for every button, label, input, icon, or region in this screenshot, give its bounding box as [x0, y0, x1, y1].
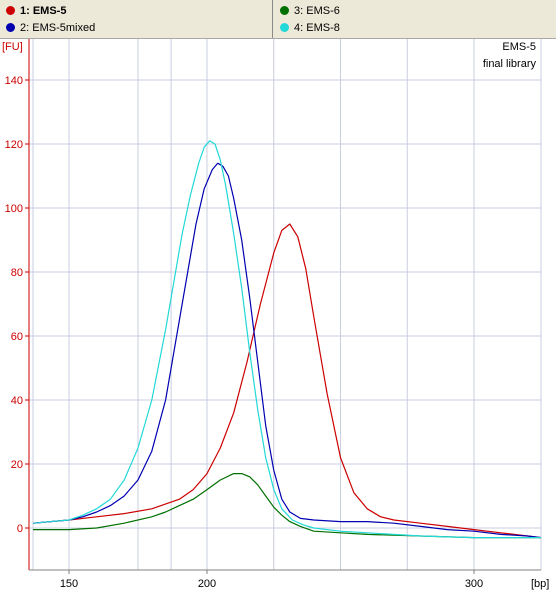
chart-legend: 1: EMS-5 2: EMS-5mixed 3: EMS-6 4: EMS-8: [0, 0, 556, 39]
series-lines: [32, 140, 542, 539]
y-axis-label: [FU]: [2, 41, 23, 53]
y-tick-label: 140: [5, 75, 23, 87]
x-axis-ticks: 150 200 300: [60, 570, 483, 590]
series-line-1: [32, 223, 542, 539]
legend-item-4[interactable]: 4: EMS-8: [280, 20, 340, 36]
legend-item-2[interactable]: 2: EMS-5mixed: [6, 20, 95, 36]
y-tick-label: 20: [11, 459, 23, 471]
y-tick-label: 60: [11, 331, 23, 343]
series-line-4: [32, 140, 541, 539]
legend-color-dot: [280, 5, 289, 15]
series-line-2: [32, 162, 542, 539]
x-tick-label: 150: [60, 578, 78, 590]
y-tick-label: 0: [17, 523, 23, 535]
chart-title: EMS-5: [502, 41, 536, 53]
legend-item-3[interactable]: 3: EMS-6: [280, 3, 340, 19]
legend-color-dot: [280, 22, 289, 32]
legend-divider: [272, 0, 273, 38]
legend-label: 3: EMS-6: [294, 5, 340, 17]
legend-label: 2: EMS-5mixed: [20, 22, 96, 34]
legend-item-1[interactable]: 1: EMS-5: [6, 3, 66, 19]
x-tick-label: 200: [198, 578, 216, 590]
y-tick-label: 80: [11, 267, 23, 279]
x-tick-label: 300: [465, 578, 483, 590]
series-line-3: [33, 473, 541, 539]
x-axis-label: [bp]: [531, 578, 549, 590]
chart-subtitle: final library: [483, 58, 537, 70]
y-tick-label: 100: [5, 203, 23, 215]
y-axis-ticks: 0 20 40 60 80 100 120 140: [5, 75, 29, 535]
grid-lines: [29, 39, 542, 570]
legend-color-dot: [6, 22, 15, 32]
y-tick-label: 120: [5, 139, 23, 151]
legend-label: 1: EMS-5: [20, 5, 67, 17]
y-tick-label: 40: [11, 395, 23, 407]
legend-label: 4: EMS-8: [294, 22, 340, 34]
electropherogram-chart: 0 20 40 60 80 100 120 140 150 200 300 [FU] [bp] E…: [2, 39, 549, 590]
legend-color-dot: [6, 5, 15, 15]
